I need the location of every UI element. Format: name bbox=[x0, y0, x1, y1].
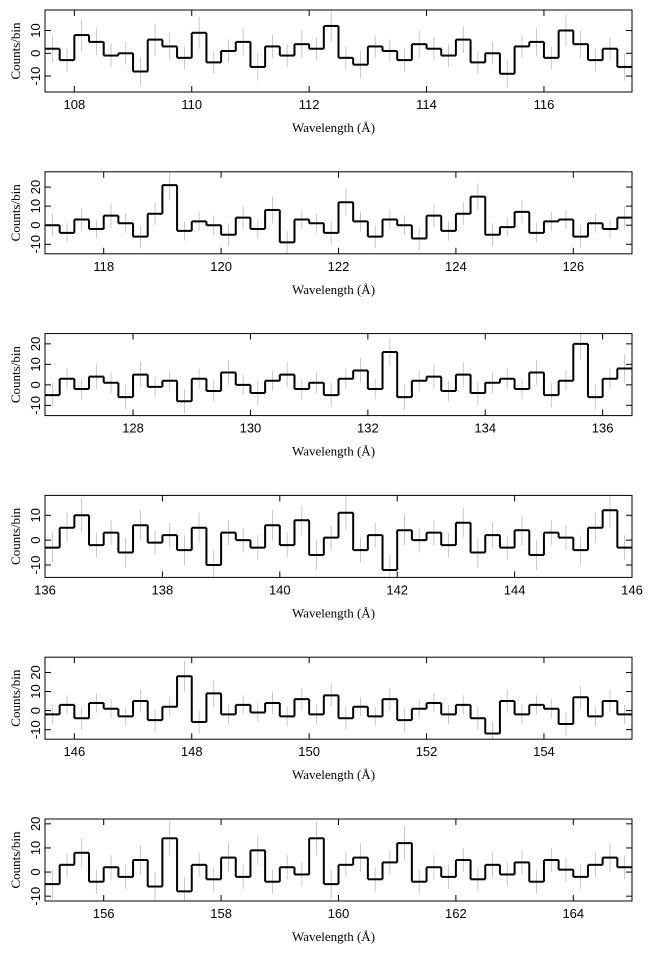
x-tick-label: 114 bbox=[416, 97, 437, 112]
plot-area bbox=[45, 661, 632, 740]
x-tick-label: 154 bbox=[533, 744, 555, 759]
axes-frame bbox=[44, 656, 633, 740]
y-axis-label: Counts/bin bbox=[8, 22, 23, 80]
x-tick-label: 146 bbox=[621, 582, 643, 597]
x-tick-label: 156 bbox=[93, 906, 115, 921]
y-tick-label: -10 bbox=[28, 235, 43, 254]
y-tick-label: 10 bbox=[28, 357, 43, 371]
y-tick-label: 0 bbox=[28, 381, 43, 388]
panel: 146 148 150 152 154 -10 0 10 20 Wavelength (Å) Cou… bbox=[8, 656, 633, 782]
panel: 136 138 140 142 144 146 -10 0 10 Wavelength (Å) Co… bbox=[8, 494, 643, 620]
plot-area bbox=[45, 333, 632, 414]
x-tick-label: 128 bbox=[122, 421, 144, 436]
y-axis-label: Counts/bin bbox=[8, 184, 23, 242]
y-tick-label: 10 bbox=[28, 508, 43, 522]
x-tick-label: 160 bbox=[328, 906, 350, 921]
x-tick-label: 124 bbox=[445, 259, 467, 274]
y-tick-label: 20 bbox=[28, 337, 43, 351]
plot-area bbox=[45, 495, 632, 578]
x-tick-label: 146 bbox=[63, 744, 85, 759]
y-axis-label: Counts/bin bbox=[8, 669, 23, 727]
y-tick-label: 0 bbox=[28, 868, 43, 875]
y-tick-label: 20 bbox=[28, 180, 43, 194]
x-tick-label: 110 bbox=[181, 97, 202, 112]
y-tick-label: 20 bbox=[28, 817, 43, 831]
y-axis-label: Counts/bin bbox=[8, 507, 23, 565]
y-tick-label: 0 bbox=[28, 537, 43, 544]
x-tick-label: 158 bbox=[210, 906, 232, 921]
x-tick-label: 164 bbox=[562, 906, 584, 921]
x-tick-label: 140 bbox=[269, 582, 291, 597]
panel: 118 120 122 124 126 -10 0 10 20 Wavelength (Å) Cou… bbox=[8, 171, 633, 297]
x-tick-label: 142 bbox=[386, 582, 408, 597]
x-tick-label: 120 bbox=[210, 259, 232, 274]
y-tick-label: 0 bbox=[28, 222, 43, 229]
x-tick-label: 130 bbox=[240, 421, 262, 436]
panel: 108 110 112 114 116 -10 0 10 Wavelength (Å) Count… bbox=[8, 9, 633, 135]
x-axis-label: Wavelength (Å) bbox=[292, 767, 375, 782]
x-tick-label: 136 bbox=[592, 421, 614, 436]
y-tick-label: 10 bbox=[28, 199, 43, 213]
x-tick-label: 150 bbox=[298, 744, 320, 759]
y-tick-label: -10 bbox=[28, 67, 43, 86]
y-tick-label: 10 bbox=[28, 23, 43, 37]
y-tick-label: 0 bbox=[28, 50, 43, 57]
y-tick-label: -10 bbox=[28, 887, 43, 906]
x-tick-label: 134 bbox=[474, 421, 496, 436]
x-tick-label: 126 bbox=[562, 259, 584, 274]
x-tick-label: 138 bbox=[152, 582, 174, 597]
y-tick-label: -10 bbox=[28, 396, 43, 415]
x-tick-label: 108 bbox=[63, 97, 85, 112]
y-tick-label: -10 bbox=[28, 720, 43, 739]
x-tick-label: 162 bbox=[445, 906, 467, 921]
x-tick-label: 112 bbox=[299, 97, 320, 112]
y-tick-label: 20 bbox=[28, 665, 43, 679]
axes-frame bbox=[44, 9, 633, 93]
panel: 156 158 160 162 164 -10 0 10 20 Wavelength (Å) Cou… bbox=[8, 817, 633, 944]
x-tick-label: 116 bbox=[534, 97, 555, 112]
axes-frame bbox=[44, 494, 633, 578]
x-tick-label: 132 bbox=[357, 421, 379, 436]
x-axis-label: Wavelength (Å) bbox=[292, 444, 375, 459]
x-axis-label: Wavelength (Å) bbox=[292, 929, 375, 944]
axes-frame bbox=[44, 333, 633, 417]
panel: 128 130 132 134 136 -10 0 10 20 Wavelength (Å) Cou… bbox=[8, 333, 633, 459]
plot-area bbox=[45, 171, 632, 254]
y-axis-label: Counts/bin bbox=[8, 346, 23, 404]
x-axis-label: Wavelength (Å) bbox=[292, 120, 375, 135]
x-tick-label: 122 bbox=[328, 259, 350, 274]
plot-area bbox=[45, 10, 632, 88]
x-tick-label: 144 bbox=[504, 582, 526, 597]
x-tick-label: 136 bbox=[34, 582, 56, 597]
y-axis-label: Counts/bin bbox=[8, 831, 23, 889]
x-tick-label: 152 bbox=[416, 744, 438, 759]
y-tick-label: 10 bbox=[28, 841, 43, 855]
x-tick-label: 118 bbox=[93, 259, 114, 274]
y-tick-label: 0 bbox=[28, 707, 43, 714]
x-axis-label: Wavelength (Å) bbox=[292, 282, 375, 297]
plot-area bbox=[45, 821, 632, 901]
x-axis-label: Wavelength (Å) bbox=[292, 605, 375, 620]
y-tick-label: -10 bbox=[28, 556, 43, 575]
x-tick-label: 148 bbox=[181, 744, 203, 759]
y-tick-label: 10 bbox=[28, 684, 43, 698]
